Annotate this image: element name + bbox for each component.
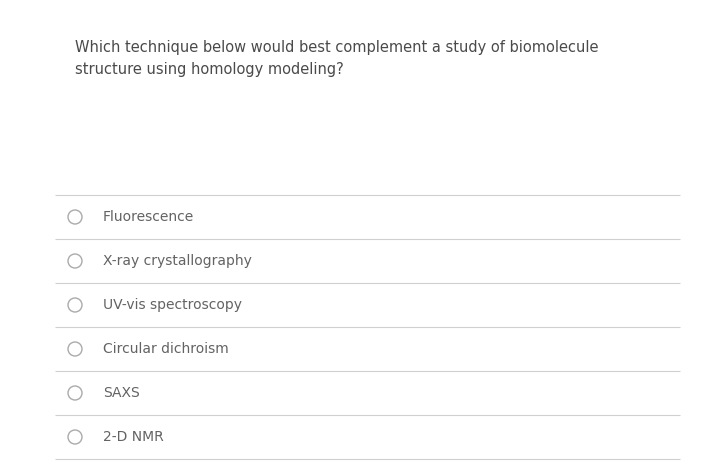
Text: Circular dichroism: Circular dichroism (103, 342, 229, 356)
Text: SAXS: SAXS (103, 386, 140, 400)
Text: Fluorescence: Fluorescence (103, 210, 194, 224)
Text: X-ray crystallography: X-ray crystallography (103, 254, 252, 268)
Text: Which technique below would best complement a study of biomolecule: Which technique below would best complem… (75, 40, 598, 55)
Text: structure using homology modeling?: structure using homology modeling? (75, 62, 343, 77)
Text: 2-D NMR: 2-D NMR (103, 430, 163, 444)
Text: UV-vis spectroscopy: UV-vis spectroscopy (103, 298, 242, 312)
